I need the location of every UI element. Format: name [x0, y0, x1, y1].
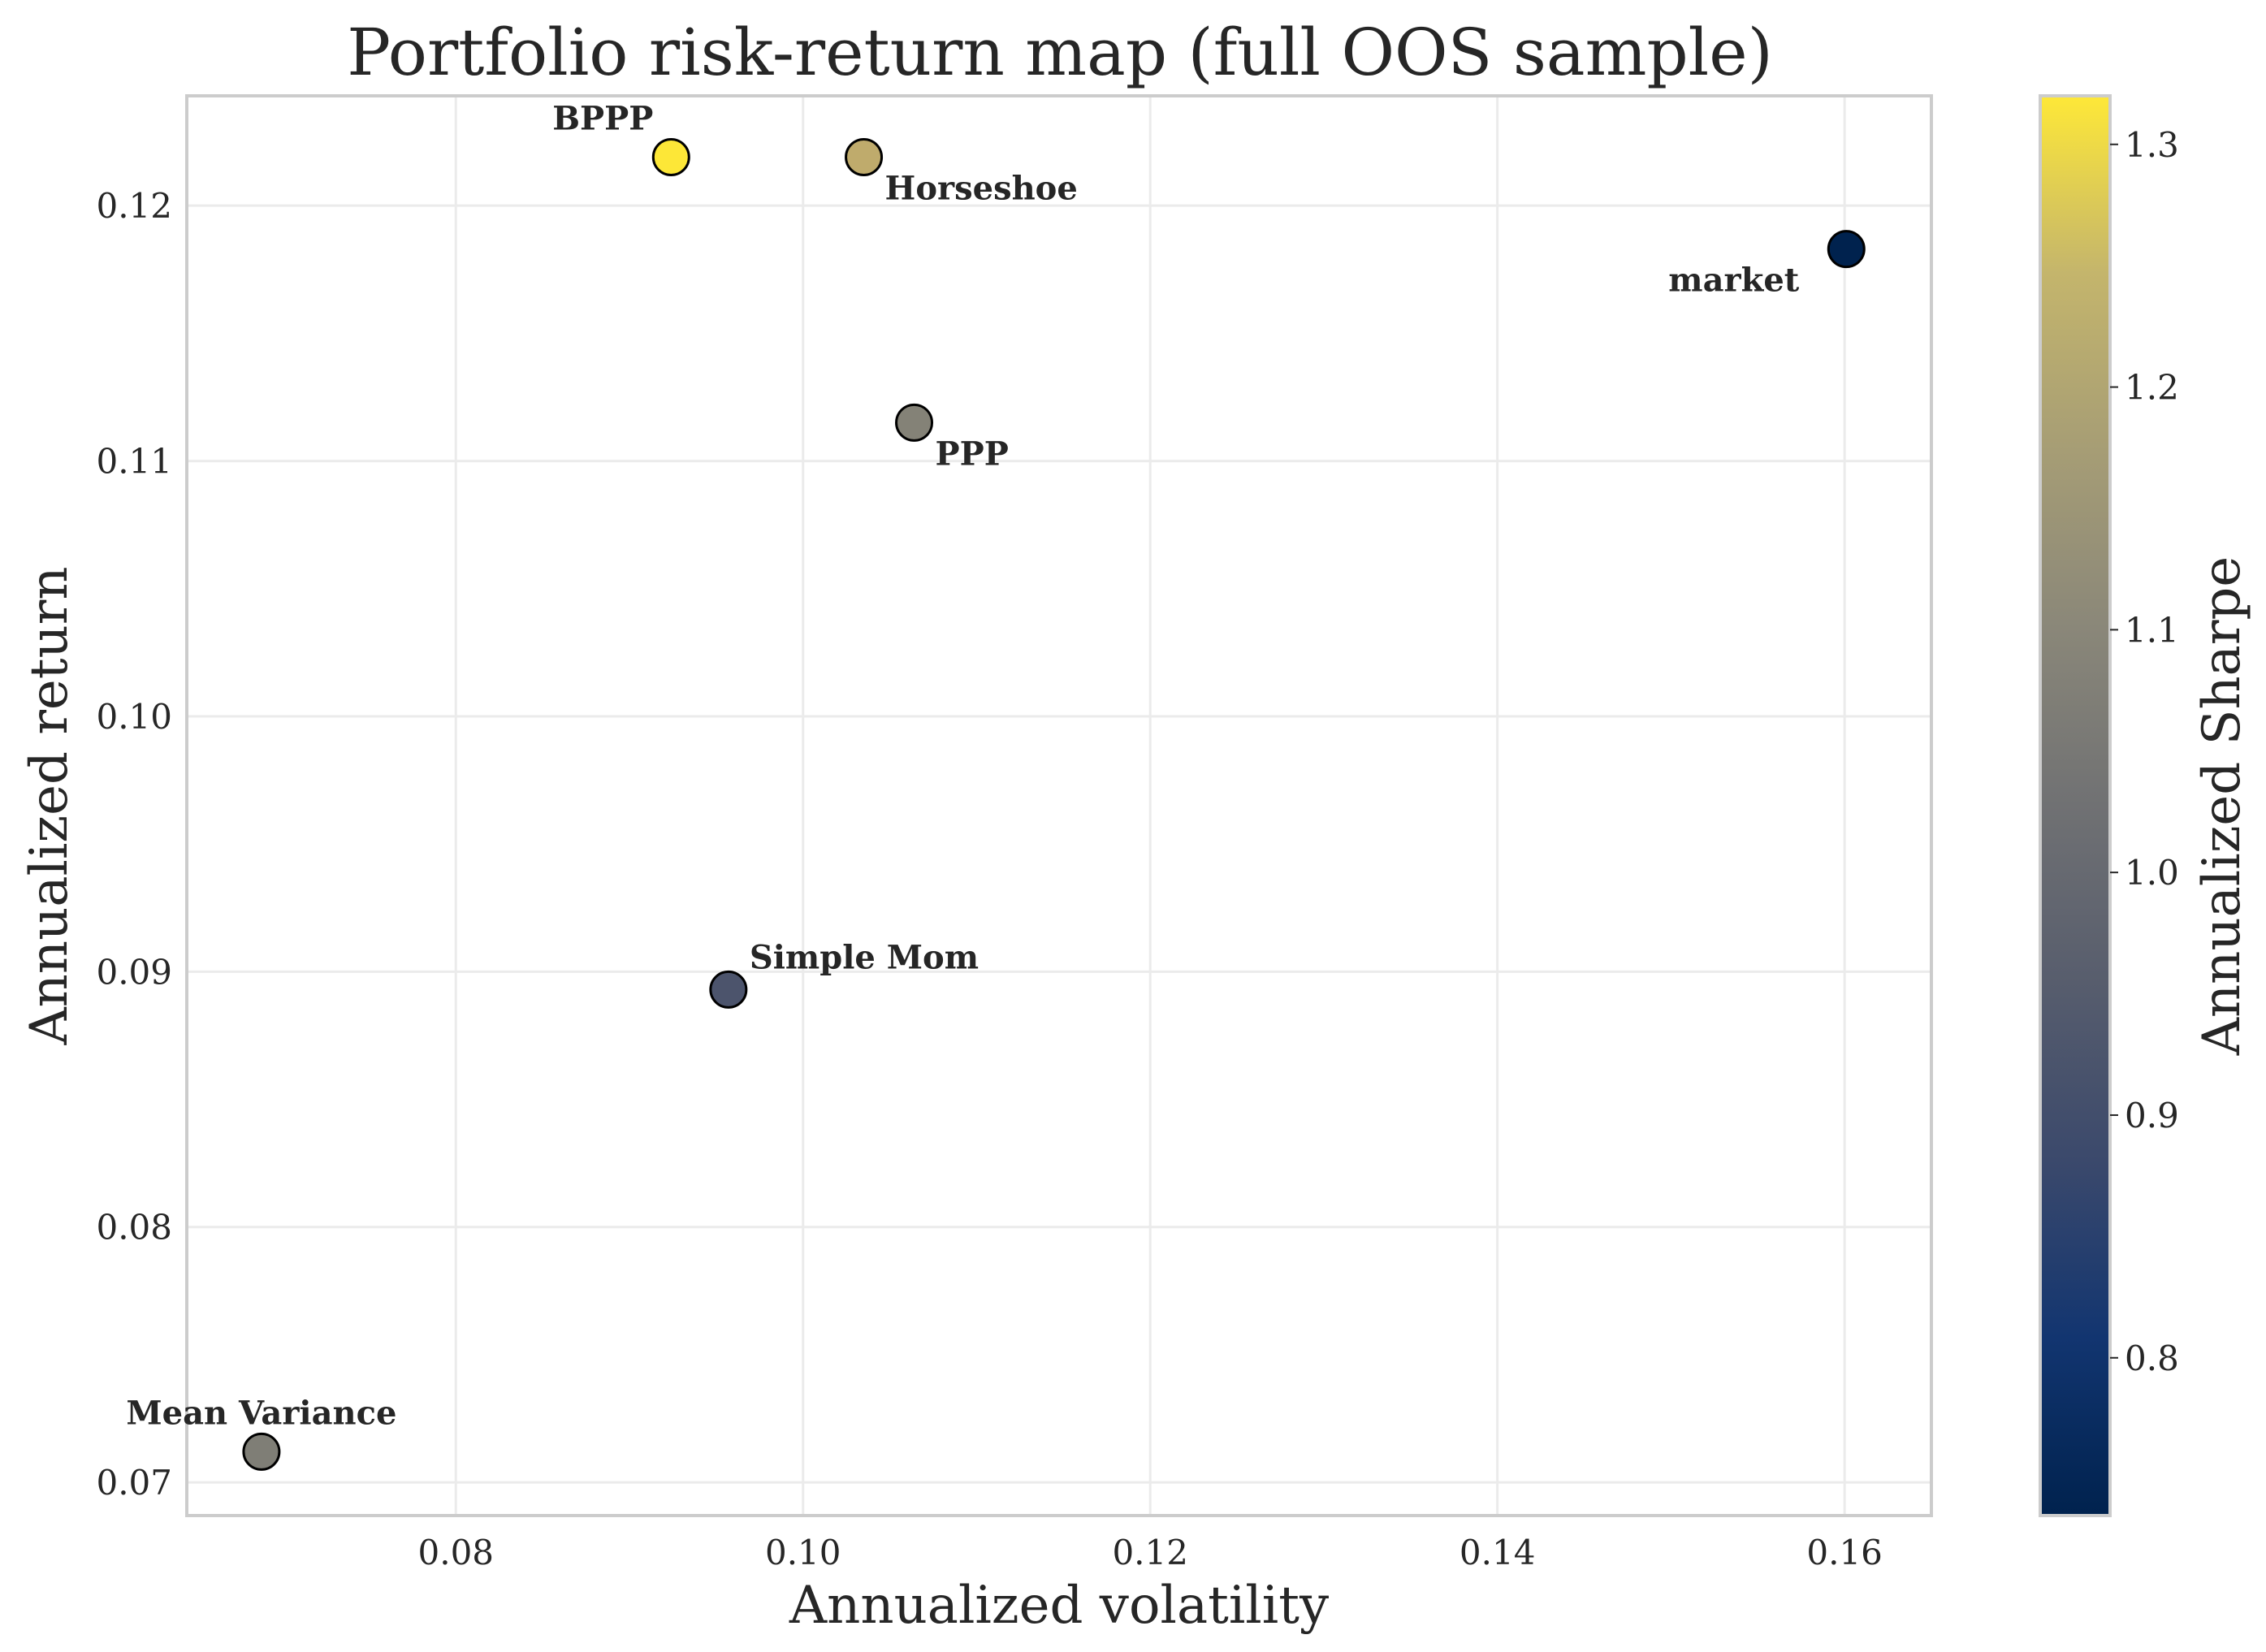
colorbar-tick-label: 0.8	[2125, 1338, 2179, 1378]
x-tick-label: 0.14	[1459, 1533, 1536, 1572]
colorbar-tick-label: 1.3	[2125, 125, 2179, 165]
scatter-point	[895, 403, 934, 442]
y-tick-label: 0.08	[96, 1208, 172, 1248]
colorbar-gradient	[2039, 94, 2112, 1517]
point-labels: BPPP Horseshoe market PPP Simple Mom Mean Var…	[126, 99, 1799, 1432]
point-label: market	[1668, 262, 1799, 300]
colorbar-tick-label: 0.9	[2125, 1096, 2179, 1135]
x-tick-label: 0.08	[418, 1533, 495, 1572]
y-tick-label: 0.10	[96, 697, 172, 737]
scatter-point	[651, 137, 690, 176]
scatter-point	[1827, 230, 1866, 269]
y-tick-label: 0.07	[96, 1463, 172, 1503]
point-label: PPP	[936, 435, 1009, 473]
colorbar-ticks: 0.8 0.9 1.0 1.1 1.2 1.3	[2110, 125, 2179, 1378]
y-tick-label: 0.12	[96, 186, 172, 226]
x-tick-label: 0.16	[1806, 1533, 1883, 1572]
point-label: Simple Mom	[750, 938, 979, 976]
scatter-point	[845, 137, 884, 176]
x-axis-ticks: 0.08 0.10 0.12 0.14 0.16	[418, 1533, 1883, 1572]
point-label: BPPP	[552, 99, 653, 137]
x-tick-label: 0.10	[765, 1533, 841, 1572]
x-tick-label: 0.12	[1112, 1533, 1188, 1572]
scatter-point	[709, 970, 748, 1009]
y-axis-label: Annualized return	[19, 566, 80, 1045]
scatter-point	[242, 1432, 281, 1471]
point-label: Mean Variance	[126, 1394, 396, 1432]
colorbar-label: Annualized Sharpe	[2192, 556, 2252, 1057]
point-label: Horseshoe	[885, 169, 1078, 207]
x-axis-label: Annualized volatility	[789, 1576, 1329, 1636]
chart-title: Portfolio risk-return map (full OOS samp…	[347, 15, 1773, 90]
scatter-points	[242, 137, 1866, 1471]
y-tick-label: 0.09	[96, 952, 172, 992]
colorbar-tick-label: 1.2	[2125, 368, 2179, 408]
y-tick-label: 0.11	[96, 442, 172, 482]
y-axis-ticks: 0.07 0.08 0.09 0.10 0.11 0.12	[96, 186, 172, 1503]
plot-frame	[185, 94, 1933, 1517]
grid-lines	[187, 96, 1931, 1516]
colorbar-tick-label: 1.1	[2125, 610, 2179, 650]
colorbar-tick-label: 1.0	[2125, 853, 2179, 893]
